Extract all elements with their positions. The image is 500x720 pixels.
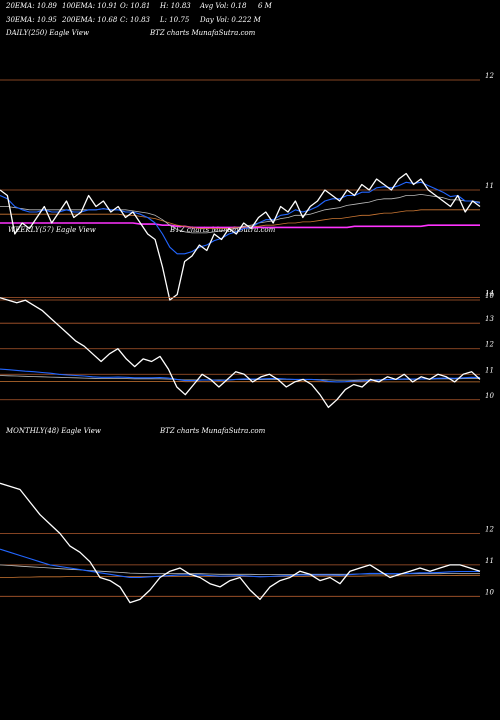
weekly-price-line <box>0 297 481 409</box>
weekly-panel-source: BTZ charts MunafaSutra.com <box>170 226 276 234</box>
ema200-readout: 200EMA: 10.68 <box>62 16 118 24</box>
monthly-tick-label: 10 <box>485 588 494 596</box>
weekly-tick-label: 12 <box>485 341 494 349</box>
weekly-tick-label: 14 <box>485 290 494 298</box>
weekly-tick-label: 11 <box>485 366 494 374</box>
daily-panel-label: DAILY(250) Eagle View <box>6 29 89 37</box>
vol-unit: 6 M <box>258 2 272 10</box>
ema30-readout: 30EMA: 10.95 <box>6 16 57 24</box>
monthly-ema-long-line <box>0 574 480 578</box>
daily-ema-short-line <box>0 181 481 255</box>
monthly-panel-label: MONTHLY(48) Eagle View <box>6 427 101 435</box>
ema100-readout: 100EMA: 10.91 <box>62 2 118 10</box>
ema20-readout: 20EMA: 10.89 <box>6 2 57 10</box>
daily-price-line <box>0 172 481 301</box>
weekly-ema-long-line <box>0 380 480 383</box>
high-readout: H: 10.83 <box>160 2 191 10</box>
monthly-ema-short-line <box>0 548 480 579</box>
close-readout: C: 10.83 <box>120 16 150 24</box>
monthly-price-line <box>0 482 481 604</box>
open-readout: O: 10.81 <box>120 2 151 10</box>
weekly-tick-label: 10 <box>485 392 494 400</box>
daily-tick-label: 12 <box>485 72 494 80</box>
low-readout: L: 10.75 <box>160 16 190 24</box>
weekly-tick-label: 13 <box>485 315 494 323</box>
monthly-panel-source: BTZ charts MunafaSutra.com <box>160 427 266 435</box>
daily-ema-200-line <box>0 222 480 229</box>
daily-tick-label: 11 <box>485 182 494 190</box>
monthly-tick-label: 11 <box>485 557 494 565</box>
day-vol-readout: Day Vol: 0.222 M <box>200 16 261 24</box>
daily-tick-label: 10 <box>485 292 494 300</box>
weekly-ema-short-line <box>0 368 481 383</box>
monthly-tick-label: 12 <box>485 526 494 534</box>
avg-vol-readout: Avg Vol: 0.18 <box>200 2 247 10</box>
daily-panel-source: BTZ charts MunafaSutra.com <box>150 29 256 37</box>
weekly-panel-label: WEEKLY(57) Eagle View <box>8 226 96 234</box>
